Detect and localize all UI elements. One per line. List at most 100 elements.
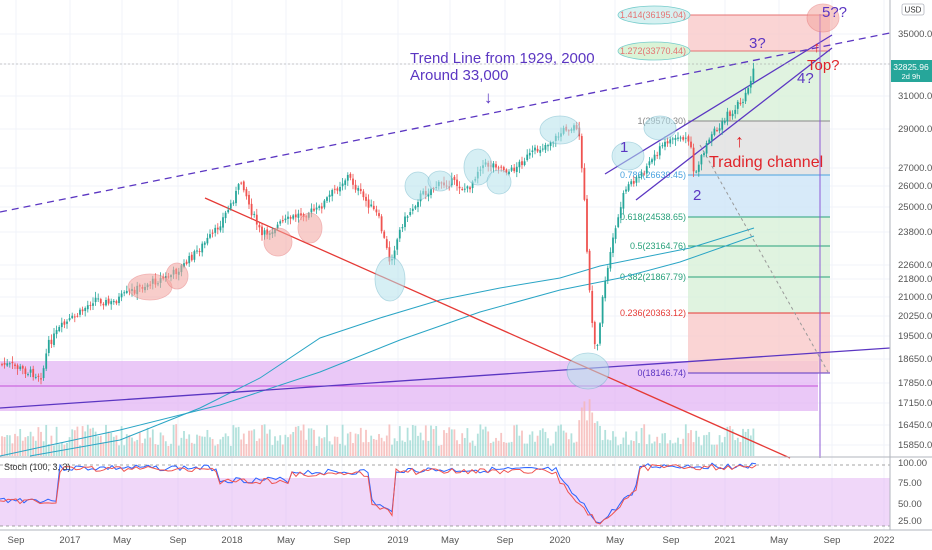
candle-body (240, 182, 243, 184)
candle-body (625, 189, 627, 192)
highlight-ellipse[interactable] (566, 352, 610, 390)
volume-bar (245, 443, 248, 456)
fib-label-bubble (617, 41, 691, 61)
candle-body (237, 184, 240, 190)
volume-bar (268, 429, 271, 456)
volume-bar (271, 445, 274, 456)
candle-body (510, 167, 513, 171)
stoch-d-line (0, 463, 757, 525)
candle-body (235, 190, 237, 204)
candle-body (588, 250, 591, 291)
highlight-ellipse[interactable] (611, 141, 645, 171)
long-term-trendline[interactable] (0, 32, 891, 213)
volume-bar (274, 436, 276, 456)
highlight-ellipse[interactable] (297, 212, 323, 244)
volume-bar (196, 434, 198, 456)
volume-bar (131, 437, 133, 456)
time-tick-label: Sep (334, 535, 351, 546)
candle-body (120, 293, 123, 298)
price-tick-label: 23800.00 (898, 227, 932, 238)
candle-body (747, 88, 750, 94)
highlight-ellipse[interactable] (643, 115, 677, 141)
volume-bar (102, 442, 105, 456)
volume-bar (632, 441, 635, 456)
highlight-ellipse[interactable] (463, 148, 493, 186)
candle-body (612, 237, 614, 253)
volume-bar (305, 439, 308, 456)
candle-body (731, 113, 734, 117)
stoch-axis[interactable]: 100.00 75.00 50.00 25.00 (898, 458, 927, 527)
volume-bar (705, 434, 708, 456)
volume-bar (240, 439, 243, 456)
projection-line (699, 144, 829, 373)
candle-body (734, 109, 737, 114)
candle-body (593, 322, 596, 345)
volume-bar (552, 443, 555, 456)
volume-bar (505, 442, 508, 456)
candle-body (125, 290, 128, 294)
candle-body (739, 102, 742, 105)
volume-bar (578, 420, 581, 456)
last-price-badge (891, 60, 932, 82)
candle-body (396, 239, 399, 250)
last-price-value: 32825.96 (893, 62, 929, 72)
highlight-ellipse[interactable] (539, 115, 581, 145)
highlight-ellipse[interactable] (165, 262, 189, 290)
volume-bar (261, 425, 263, 456)
volume-bar (53, 445, 55, 456)
candle-body (86, 305, 89, 310)
volume-bar (544, 431, 547, 456)
stoch-tick-label: 50.00 (898, 499, 922, 510)
time-axis[interactable]: Sep 2017 May Sep 2018 May Sep 2019 May Sep 2020 May… (8, 535, 895, 546)
highlight-ellipse[interactable] (427, 170, 453, 192)
volume-bar (344, 445, 347, 456)
last-price-countdown: 2d 9h (902, 72, 921, 81)
currency-badge[interactable] (901, 3, 925, 16)
candle-body (81, 309, 84, 312)
channel-lower[interactable] (635, 47, 833, 201)
candle-body (528, 152, 531, 156)
volume-bar (580, 407, 583, 456)
highlight-ellipse[interactable] (263, 227, 293, 257)
candle-body (42, 368, 45, 379)
highlight-ellipse[interactable] (127, 273, 173, 301)
volume-bar (97, 436, 100, 456)
candle-body (718, 128, 721, 131)
stoch-band (0, 478, 890, 526)
candle-body (79, 309, 81, 315)
candle-body (492, 163, 495, 168)
downtrend-line[interactable] (204, 197, 791, 459)
volume-bar (723, 436, 726, 456)
candle-body (263, 230, 266, 235)
price-axis[interactable]: 35000.0033000.0031000.0029000.0027000.00… (898, 29, 932, 451)
highlight-ellipse[interactable] (404, 171, 432, 201)
candle-body (14, 364, 16, 366)
volume-bar (154, 444, 157, 456)
candle-body (224, 212, 227, 219)
volume-bar (622, 437, 625, 456)
candle-body (674, 137, 677, 140)
candle-body (596, 344, 599, 346)
volume-bar (508, 442, 510, 456)
volume-bar (50, 435, 53, 456)
highlight-ellipse[interactable] (374, 256, 406, 302)
volume-bar (586, 420, 588, 456)
highlight-ellipse[interactable] (806, 3, 840, 33)
support-trendline[interactable] (0, 347, 891, 409)
volume-bar (406, 427, 409, 456)
up-arrow-top-icon: ↑ (813, 39, 821, 56)
volume-bar (583, 401, 586, 456)
candle-body (502, 167, 505, 171)
candle-body (84, 308, 87, 311)
volume-bar (393, 438, 396, 456)
candle-body (471, 181, 474, 189)
highlight-ellipse[interactable] (486, 169, 512, 195)
candle-body (97, 298, 100, 300)
volume-bar (21, 440, 24, 456)
volume-bar (203, 436, 206, 456)
candle-body (372, 205, 375, 210)
volume-bar (612, 431, 614, 456)
candle-body (497, 167, 500, 169)
candle-body (684, 137, 687, 139)
